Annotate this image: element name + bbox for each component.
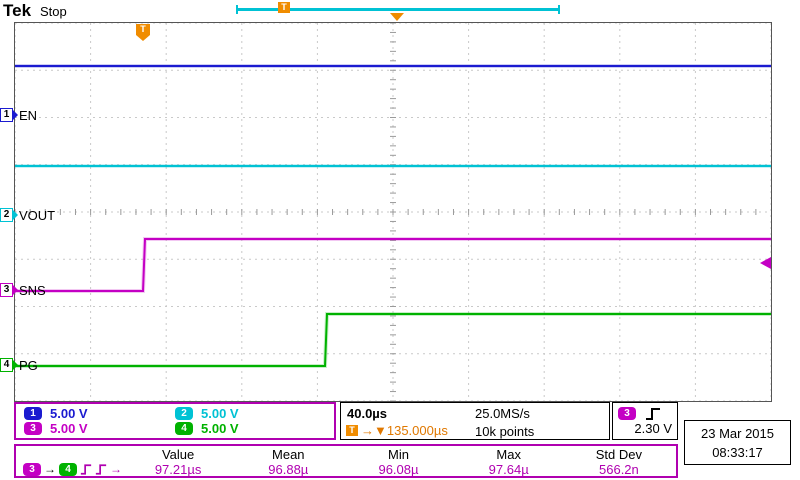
channel-4-readout: 4 5.00 V [175,421,326,436]
trace-label-vout: VOUT [19,208,56,223]
timebase-value: 40.0µs [347,406,388,421]
channel-2-scale: 5.00 V [201,406,239,421]
record-trigger-marker-icon: T [278,2,290,13]
rising-edge-icon [95,464,107,475]
channel-3-ground-marker: 3 [0,283,18,297]
channel-3-scale: 5.00 V [50,421,88,436]
measurement-to-badge: 4 [59,463,77,476]
channel-2-ground-marker: 2 [0,208,18,222]
arrow-icon: → [44,462,56,476]
measurement-stddev: 566.2n [599,462,639,477]
arrow-icon: → [110,462,122,476]
measurement-source: 3 → 4 → [18,463,122,476]
trigger-readout-panel: 3 2.30 V [612,402,678,440]
time-value: 08:33:17 [712,445,763,460]
trace-label-pg: PG [19,358,38,373]
rising-edge-icon [646,408,660,420]
measurement-value: 97.21µs [154,462,202,477]
measurement-from-badge: 3 [23,463,41,476]
trace-label-layer: EN VOUT SNS PG [15,23,771,401]
graticule-and-traces [15,23,771,401]
channel-1-scale: 5.00 V [50,406,88,421]
record-view-bar [236,5,560,14]
trigger-level-value: 2.30 V [634,421,672,436]
channel-1-readout: 1 5.00 V [24,406,175,421]
trigger-delay-readout: T →▼135.000µs [346,423,448,438]
trigger-source-badge: 3 [618,407,636,420]
measurement-max: 97.64µ [488,462,529,477]
measurement-mean: 96.88µ [268,462,309,477]
expansion-point-icon [390,13,404,21]
measurement-col-min: Min [388,447,409,462]
channel-4-scale: 5.00 V [201,421,239,436]
trace-label-sns: SNS [19,283,46,298]
sample-rate-value: 25.0MS/s [475,406,530,421]
date-value: 23 Mar 2015 [701,426,774,441]
trace-label-en: EN [19,108,38,123]
trigger-flag-pointer-icon [136,35,150,41]
channel-1-badge: 1 [24,407,42,420]
measurement-col-value: Value [161,447,195,462]
channel-2-badge: 2 [175,407,193,420]
channel-4-ground-marker: 4 [0,358,18,372]
channel-1-ground-marker: 1 [0,108,18,122]
trigger-icon: T [346,425,358,436]
waveform-display: EN VOUT SNS PG T [14,22,772,402]
horizontal-readout-panel: 40.0µs 25.0MS/s T →▼135.000µs 10k points [340,402,610,440]
vertical-readout-panel: 1 5.00 V 2 5.00 V 3 5.00 V 4 5.00 V [14,402,336,440]
measurement-col-max: Max [496,447,521,462]
trigger-flag-letter: T [136,24,150,35]
datetime-panel: 23 Mar 2015 08:33:17 [684,420,791,465]
channel-2-readout: 2 5.00 V [175,406,326,421]
channel-4-badge: 4 [175,422,193,435]
acquisition-status: Stop [40,4,67,19]
measurement-col-mean: Mean [272,447,305,462]
trigger-delay-value: →▼135.000µs [361,423,448,438]
channel-3-badge: 3 [24,422,42,435]
measurement-panel: 3 → 4 → Value Mean Min Max Std Dev 97.21… [14,444,678,478]
channel-3-readout: 3 5.00 V [24,421,175,436]
record-length-value: 10k points [475,424,535,439]
rising-edge-icon [80,464,92,475]
brand-logo: Tek [3,1,32,20]
measurement-min: 96.08µ [378,462,419,477]
measurement-col-stddev: Std Dev [595,447,643,462]
trigger-position-flag: T [136,24,150,41]
